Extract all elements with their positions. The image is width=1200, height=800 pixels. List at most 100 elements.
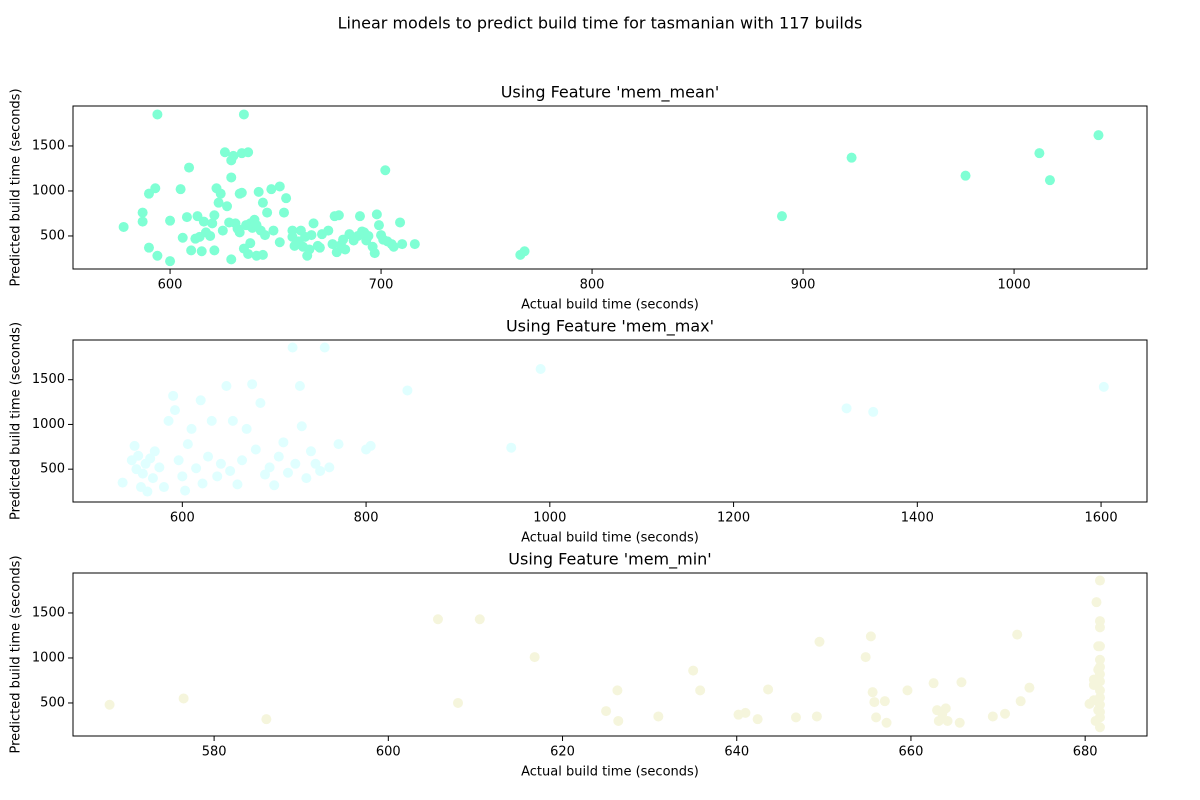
y-tick-label: 1000 [32,417,65,432]
point [695,685,706,696]
point [165,215,176,226]
x-tick-label: 900 [791,278,816,293]
point [118,221,129,232]
point [264,462,275,473]
point [928,678,939,689]
point [215,458,226,469]
point [163,415,174,426]
point [601,706,612,717]
point [354,211,365,222]
point [253,186,264,197]
x-axis-label: Actual build time (seconds) [521,531,699,546]
point [260,230,271,241]
subplot: Using Feature 'mem_mean' Actual build tim… [9,83,1148,313]
point [262,207,273,218]
point [653,711,664,722]
point [305,446,316,457]
x-tick-label: 660 [899,745,924,760]
point [232,479,243,490]
point [209,245,220,256]
point [1094,622,1105,633]
x-tick-label: 600 [376,745,401,760]
x-tick-label: 1200 [717,511,750,526]
point [1094,722,1105,733]
point [274,181,285,192]
point [129,440,140,451]
point [137,207,148,218]
point [296,421,307,432]
point [226,254,237,265]
point [310,458,321,469]
x-tick-label: 700 [369,278,394,293]
point [869,697,880,708]
x-tick-label: 600 [170,511,195,526]
point [314,242,325,253]
point [846,152,857,163]
point [1091,597,1102,608]
y-tick-label: 500 [40,462,65,477]
x-axis-label: Actual build time (seconds) [521,298,699,313]
point [182,439,193,450]
point [865,631,876,642]
point [221,380,232,391]
point [282,467,293,478]
point [133,450,144,461]
x-tick-label: 640 [724,745,749,760]
point [238,109,249,120]
point [388,241,399,252]
point [1094,699,1105,710]
x-tick-label: 1000 [998,278,1031,293]
point [150,183,161,194]
point [373,220,384,231]
point [165,256,176,267]
point [1098,381,1109,392]
point [225,465,236,476]
x-tick-label: 800 [354,511,379,526]
point [186,423,197,434]
point [535,363,546,374]
y-tick-label: 1000 [32,650,65,665]
point [143,242,154,253]
point [1024,682,1035,693]
point [245,238,256,249]
point [274,237,285,248]
point [369,248,380,259]
point [257,249,268,260]
point [180,485,191,496]
point [203,451,214,462]
point [324,462,335,473]
y-axis-label: Predicted build time (seconds) [9,322,24,520]
point [811,711,822,722]
point [960,170,971,181]
point [196,246,207,257]
x-tick-label: 580 [202,745,227,760]
point [266,184,277,195]
point [237,455,248,466]
x-tick-label: 600 [158,278,183,293]
point [860,652,871,663]
axes-frame [72,572,1148,737]
point [228,150,239,161]
y-tick-label: 500 [40,695,65,710]
point [212,471,223,482]
point [613,715,624,726]
point [814,636,825,647]
point [191,463,202,474]
point [1094,685,1105,696]
point [294,380,305,391]
point [142,486,153,497]
point [1094,676,1105,687]
point [257,197,268,208]
point [177,232,188,243]
point [152,250,163,261]
point [1093,130,1104,141]
point [213,197,224,208]
point [323,225,334,236]
point [206,415,217,426]
point [234,227,245,238]
point [306,230,317,241]
point [506,442,517,453]
point [186,245,197,256]
point [333,439,344,450]
